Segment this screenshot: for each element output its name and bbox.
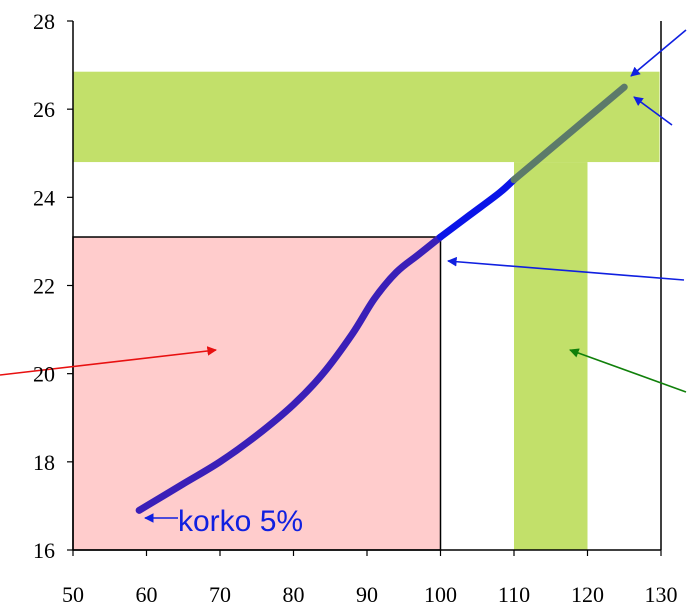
y-tick-label: 18 <box>33 450 55 475</box>
arrow-mid-right <box>447 256 685 281</box>
arrow-top-right-2 <box>633 96 673 126</box>
arrow-top-right-1 <box>630 29 687 77</box>
x-tick-label: 130 <box>645 582 678 607</box>
chart-lines <box>135 83 628 514</box>
y-tick-label: 16 <box>33 538 55 563</box>
green-vertical-band <box>514 162 588 551</box>
y-tick-label: 26 <box>33 97 55 122</box>
arrow-red <box>0 346 217 376</box>
x-tick-label: 110 <box>498 582 530 607</box>
chart-axes <box>67 20 662 556</box>
annotation-label: korko 5% <box>178 505 303 538</box>
series-line-0 <box>135 233 444 514</box>
y-tick-label: 22 <box>33 274 55 299</box>
arrow-green <box>569 348 687 393</box>
y-tick-label: 24 <box>33 185 55 210</box>
green-horizontal-band <box>73 71 660 163</box>
series-line-1 <box>437 176 518 241</box>
x-tick-label: 90 <box>356 582 378 607</box>
series-line-2 <box>510 83 628 184</box>
x-tick-label: 70 <box>209 582 231 607</box>
y-tick-label: 20 <box>33 362 55 387</box>
y-tick-label: 28 <box>33 9 55 34</box>
x-tick-label: 60 <box>136 582 158 607</box>
x-tick-label: 80 <box>283 582 305 607</box>
x-tick-label: 100 <box>424 582 457 607</box>
annotation-arrows <box>0 29 687 523</box>
x-tick-label: 120 <box>571 582 604 607</box>
x-tick-label: 50 <box>62 582 84 607</box>
tick-labels: 50 60 70 80 90 100 110 120 130 16 18 20 22 24 26 28 <box>33 9 678 607</box>
